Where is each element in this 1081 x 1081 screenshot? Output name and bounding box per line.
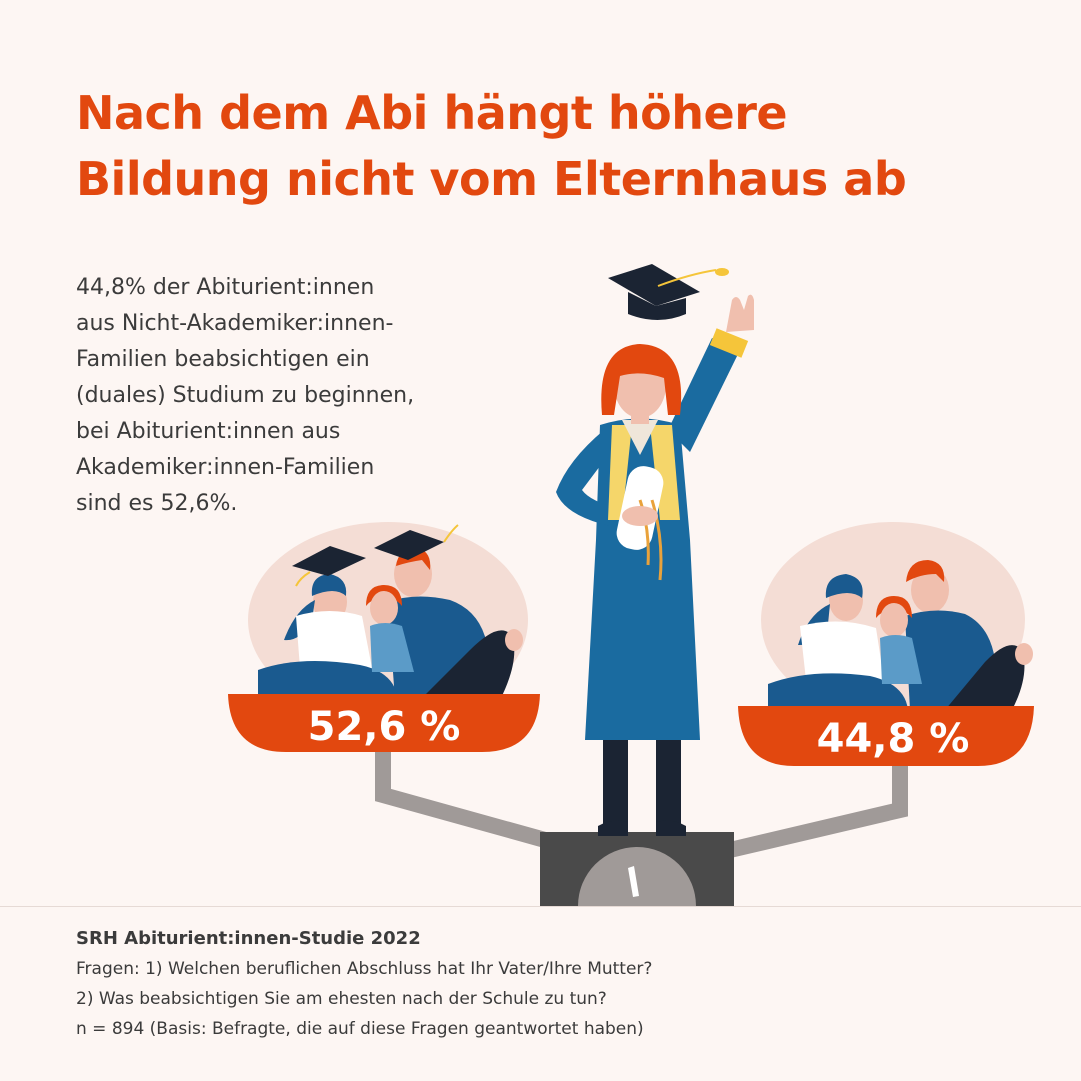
intro-line-2: aus Nicht-Akademiker:innen- [76, 311, 394, 336]
sample-basis-text: n = 894 (Basis: Befragte, die auf diese … [76, 1019, 644, 1039]
scale-illustration: 52,6 % 44,8 % [228, 264, 1034, 906]
waving-hand [726, 294, 754, 332]
intro-text: 44,8% der Abiturient:innen aus Nicht-Aka… [76, 270, 506, 522]
graduation-cap-icon [608, 264, 729, 320]
question-1-text: Fragen: 1) Welchen beruflichen Abschluss… [76, 959, 653, 979]
left-scale-arm [375, 745, 548, 848]
scale-base [540, 832, 734, 906]
intro-line-3: Familien beabsichtigen ein [76, 347, 370, 372]
intro-line-4: (duales) Studium zu beginnen, [76, 383, 415, 408]
graduate-figure [556, 264, 754, 836]
headline-line-2: Bildung nicht vom Elternhaus ab [76, 152, 907, 206]
left-percentage: 52,6 % [308, 704, 461, 750]
intro-line-7: sind es 52,6%. [76, 491, 238, 516]
headline-line-1: Nach dem Abi hängt höhere [76, 86, 788, 140]
intro-line-1: 44,8% der Abiturient:innen [76, 275, 375, 300]
right-percentage: 44,8 % [817, 716, 970, 762]
footer-divider [0, 906, 1081, 907]
left-grad-cap-2-icon [374, 524, 459, 560]
left-pan [228, 694, 540, 752]
question-2-text: 2) Was beabsichtigen Sie am ehesten nach… [76, 989, 607, 1009]
left-grad-cap-1-icon [292, 546, 366, 587]
left-family-group: 52,6 % [228, 522, 540, 752]
footer-notes: SRH Abiturient:innen-Studie 2022 Fragen:… [76, 924, 1036, 1044]
source-label: SRH Abiturient:innen-Studie 2022 [76, 928, 421, 949]
right-pan [738, 706, 1034, 766]
right-family-group: 44,8 % [738, 522, 1034, 766]
right-scale-arm [728, 755, 908, 858]
intro-line-6: Akademiker:innen-Familien [76, 455, 375, 480]
intro-line-5: bei Abiturient:innen aus [76, 419, 341, 444]
headline: Nach dem Abi hängt höhere Bildung nicht … [76, 80, 1056, 212]
